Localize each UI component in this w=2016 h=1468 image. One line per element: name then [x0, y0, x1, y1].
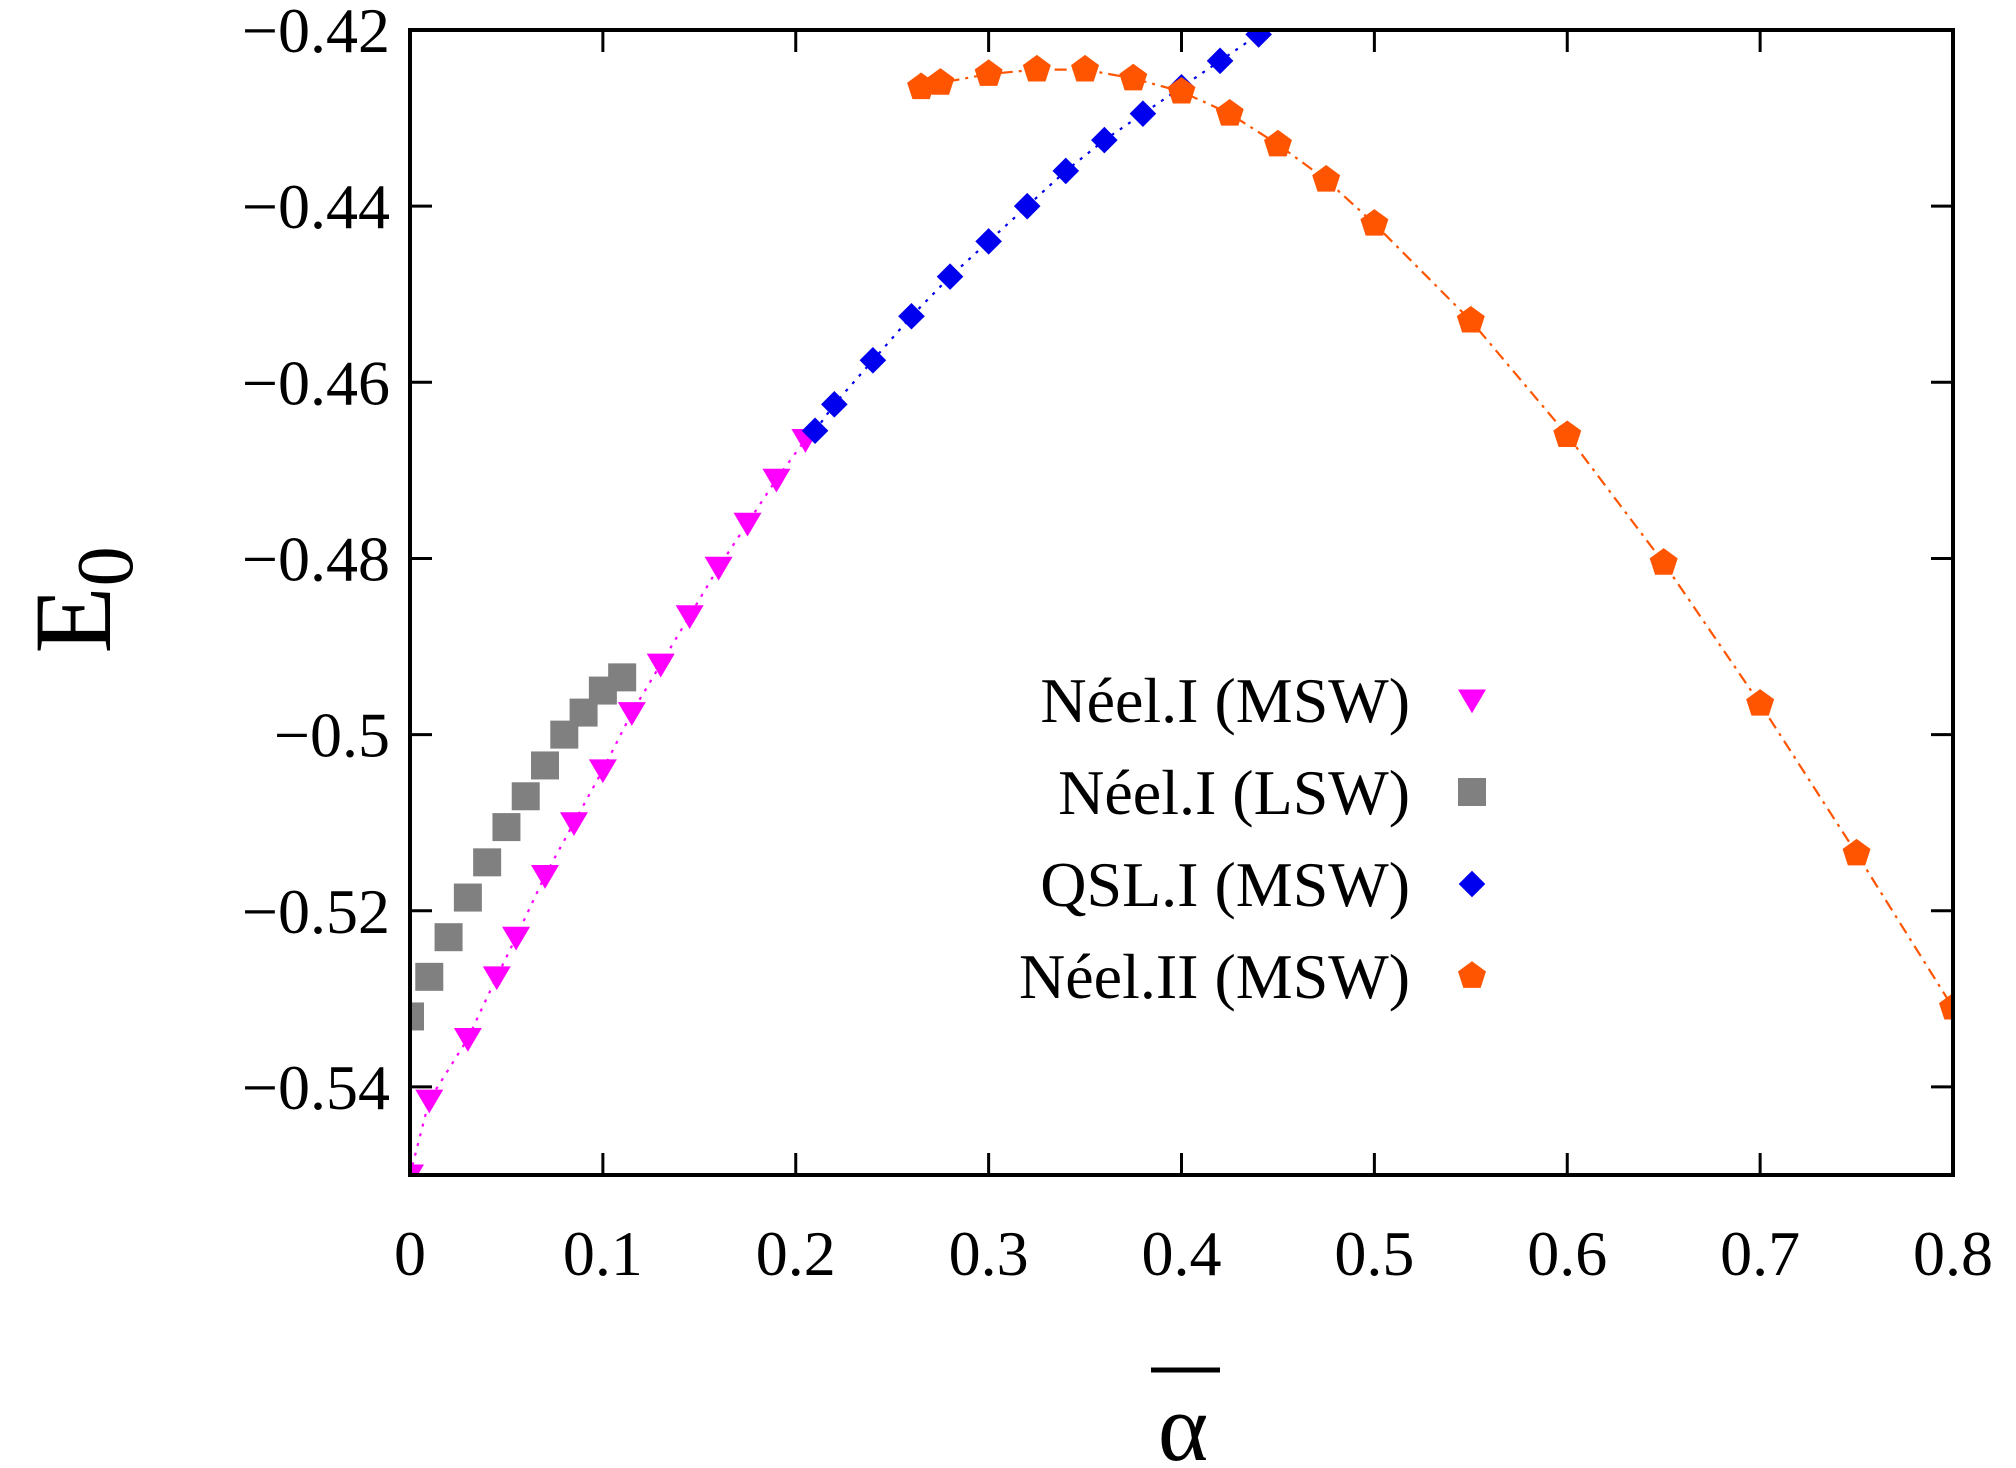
- series-markers: [410, 30, 1953, 1175]
- data-point-n-el-ii-msw: [1215, 98, 1244, 126]
- data-point-n-el-ii-msw: [1553, 420, 1582, 448]
- data-point-n-el-ii-msw: [1022, 54, 1051, 82]
- x-tick-label: 0: [394, 1218, 426, 1289]
- legend-marker-n-el-i-lsw: [1458, 778, 1486, 806]
- data-point-n-el-i-msw: [453, 1027, 482, 1052]
- y-tick-label: −0.52: [242, 876, 390, 947]
- data-point-n-el-i-msw: [733, 512, 762, 537]
- data-point-qsl-i-msw: [1129, 100, 1157, 127]
- legend-label-n-el-i-lsw: Néel.I (LSW): [1058, 757, 1410, 828]
- y-tick-label: −0.5: [274, 700, 390, 771]
- data-point-n-el-i-msw: [617, 702, 646, 726]
- data-point-n-el-i-msw: [415, 1089, 444, 1114]
- data-point-n-el-ii-msw: [1360, 209, 1389, 236]
- data-point-n-el-ii-msw: [974, 59, 1003, 86]
- data-point-n-el-i-msw: [502, 926, 531, 951]
- x-tick-label: 0.6: [1527, 1218, 1607, 1289]
- data-point-n-el-i-lsw: [531, 751, 560, 780]
- y-tick-label: −0.48: [242, 523, 390, 594]
- data-point-n-el-i-lsw: [473, 848, 502, 877]
- x-tick-label: 0.4: [1142, 1218, 1222, 1289]
- data-point-n-el-ii-msw: [1119, 63, 1148, 91]
- data-point-n-el-ii-msw: [1939, 992, 1953, 1020]
- data-point-qsl-i-msw: [1091, 126, 1118, 154]
- data-point-n-el-i-lsw: [511, 782, 540, 811]
- x-tick-label: 0.2: [756, 1218, 836, 1289]
- data-point-qsl-i-msw: [821, 391, 848, 418]
- x-axis: 0 0.1 0.2 0.3 0.4 0.5 0.6 0.7 0.8: [394, 30, 1993, 1289]
- data-point-qsl-i-msw: [1206, 47, 1234, 75]
- legend-label-qsl-i-msw: QSL.I (MSW): [1040, 849, 1410, 920]
- data-point-qsl-i-msw: [898, 302, 925, 330]
- data-point-n-el-i-msw: [559, 812, 588, 836]
- series-line-n-el-ii-msw: [920, 68, 1953, 1009]
- data-point-n-el-i-msw: [762, 468, 791, 493]
- y-axis-title-group: E0: [12, 546, 150, 653]
- data-point-qsl-i-msw: [859, 346, 887, 374]
- x-tick-label: 0.8: [1913, 1218, 1993, 1289]
- x-tick-label: 0.3: [949, 1218, 1029, 1289]
- y-tick-label: −0.46: [242, 347, 390, 418]
- data-point-n-el-ii-msw: [1167, 76, 1196, 104]
- y-tick-label: −0.54: [242, 1052, 390, 1123]
- y-axis: −0.54 −0.52 −0.5 −0.48 −0.46 −0.44 −0.42: [242, 0, 1953, 1123]
- data-point-n-el-ii-msw: [1071, 54, 1100, 82]
- data-point-qsl-i-msw: [1052, 157, 1080, 185]
- x-tick-label: 0.1: [563, 1218, 643, 1289]
- data-point-n-el-i-lsw: [453, 883, 482, 912]
- y-tick-label: −0.44: [242, 171, 390, 242]
- y-axis-title-subscript: 0: [62, 546, 150, 586]
- y-tick-label: −0.42: [242, 0, 390, 66]
- x-axis-title-group: α: [1151, 1367, 1220, 1468]
- data-point-qsl-i-msw: [1013, 192, 1041, 220]
- data-point-qsl-i-msw: [975, 228, 1002, 255]
- legend-marker-qsl-i-msw: [1458, 870, 1486, 898]
- data-point-n-el-i-lsw: [415, 962, 444, 991]
- data-point-n-el-i-lsw: [492, 813, 521, 842]
- legend-label-n-el-ii-msw: Néel.II (MSW): [1019, 941, 1410, 1012]
- data-point-n-el-ii-msw: [1842, 838, 1871, 866]
- data-point-n-el-i-msw: [675, 605, 704, 630]
- data-point-n-el-i-msw: [410, 1164, 424, 1175]
- data-point-qsl-i-msw: [1245, 30, 1272, 48]
- series-line-n-el-i-msw: [410, 438, 807, 1175]
- data-point-n-el-i-msw: [588, 759, 617, 784]
- data-point-n-el-ii-msw: [1312, 165, 1341, 192]
- data-point-n-el-i-msw: [482, 966, 511, 991]
- legend-marker-n-el-ii-msw: [1458, 961, 1486, 988]
- data-point-n-el-ii-msw: [1746, 689, 1775, 716]
- legend-label-n-el-i-msw: Néel.I (MSW): [1040, 665, 1410, 736]
- data-point-n-el-i-msw: [531, 865, 560, 889]
- data-point-n-el-i-msw: [704, 556, 733, 581]
- svg-text:E0: E0: [12, 546, 150, 653]
- x-axis-title: α: [1158, 1374, 1208, 1468]
- data-point-n-el-ii-msw: [1649, 548, 1678, 575]
- data-point-n-el-i-lsw: [608, 663, 637, 692]
- data-point-n-el-ii-msw: [1263, 129, 1292, 157]
- data-point-n-el-i-lsw: [410, 1002, 424, 1031]
- legend: Néel.I (MSW) Néel.I (LSW) QSL.I (MSW) Néel.…: [1019, 665, 1486, 1012]
- data-point-n-el-ii-msw: [926, 68, 955, 95]
- data-point-qsl-i-msw: [801, 417, 829, 445]
- x-tick-label: 0.5: [1334, 1218, 1414, 1289]
- data-point-n-el-i-lsw: [434, 923, 463, 952]
- data-point-qsl-i-msw: [936, 263, 964, 290]
- y-axis-title: E: [12, 586, 134, 653]
- legend-marker-n-el-i-msw: [1458, 689, 1486, 714]
- data-point-n-el-ii-msw: [1456, 305, 1485, 333]
- x-tick-label: 0.7: [1720, 1218, 1800, 1289]
- data-point-n-el-i-msw: [646, 653, 675, 678]
